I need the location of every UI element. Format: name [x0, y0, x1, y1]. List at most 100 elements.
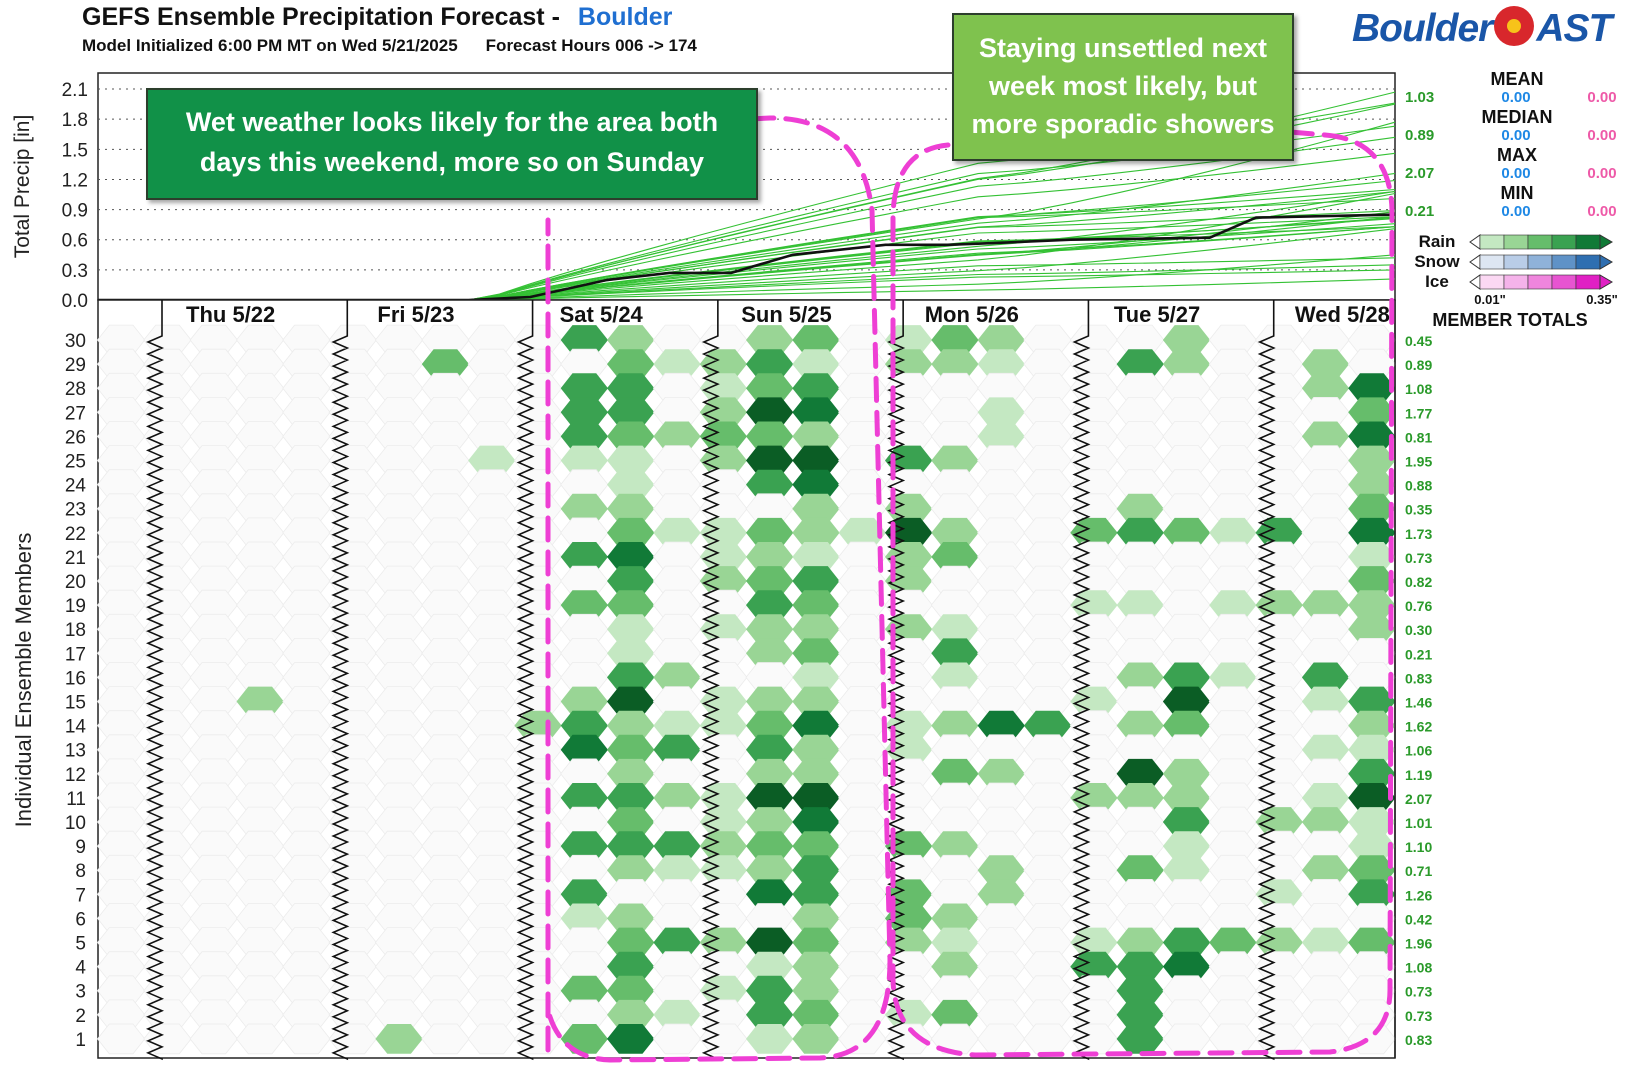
heatmap-cell — [792, 879, 840, 910]
logo-text-right: AST — [1536, 7, 1612, 50]
heatmap-cell — [746, 566, 794, 596]
heatmap-cell — [792, 614, 840, 645]
heatmap-cell — [1348, 566, 1396, 596]
heatmap-cell — [1301, 662, 1350, 693]
forecast-hours: Forecast Hours 006 -> 174 — [485, 36, 697, 55]
member-total-value: 0.42 — [1405, 911, 1432, 927]
member-total-value: 0.73 — [1405, 550, 1432, 566]
legend-max-label: 0.35" — [1586, 292, 1617, 307]
member-label: 16 — [65, 668, 86, 689]
heatmap-cell — [607, 542, 655, 572]
legend-arrow-left — [1469, 274, 1481, 290]
heatmap-cell — [746, 614, 794, 645]
heatmap-cell — [653, 517, 701, 548]
y-tick-label: 0.0 — [62, 291, 88, 312]
stat-label: MIN — [1501, 183, 1534, 203]
heatmap-cell — [931, 831, 979, 861]
member-label: 30 — [65, 331, 86, 352]
heatmap-cell — [792, 951, 840, 982]
heatmap-cell — [653, 999, 701, 1030]
stat-value-rain: 0.21 — [1405, 203, 1434, 220]
heatmap-cell — [1348, 469, 1396, 500]
member-trace-line — [98, 226, 1396, 301]
heatmap-cell — [977, 421, 1025, 452]
heatmap-cell — [977, 397, 1025, 428]
member-label: 9 — [75, 837, 86, 858]
heatmap-cell — [1348, 397, 1396, 428]
heatmap-cell — [1301, 783, 1350, 813]
member-label: 26 — [65, 427, 86, 448]
day-separator — [1257, 300, 1276, 1061]
heatmap-cell — [977, 349, 1025, 379]
heatmap-cell — [560, 686, 608, 717]
heatmap-cell — [560, 783, 608, 813]
member-label: 17 — [65, 644, 86, 665]
heatmap-cell — [746, 999, 794, 1030]
heatmap-cell — [931, 638, 979, 669]
stat-value-rain: 1.03 — [1405, 89, 1434, 106]
heatmap-cell — [792, 710, 840, 741]
heatmap-cell — [1209, 590, 1257, 620]
member-label: 10 — [65, 813, 86, 834]
member-trace-line — [98, 278, 1396, 301]
heatmap-cell — [1116, 783, 1164, 813]
member-total-value: 0.83 — [1405, 670, 1432, 686]
heatmap-cell — [560, 734, 608, 765]
member-trace-line — [98, 257, 1396, 301]
callout-line: Wet weather looks likely for the area bo… — [185, 107, 719, 137]
heatmap-cell — [607, 831, 655, 861]
heatmap-cell — [1116, 662, 1164, 693]
member-total-value: 1.08 — [1405, 960, 1432, 976]
legend-swatch — [1551, 234, 1577, 250]
member-totals-title: MEMBER TOTALS — [1432, 310, 1587, 330]
legend-swatch — [1503, 274, 1529, 290]
next-week-dashed-outline — [890, 129, 1395, 1058]
member-total-value: 0.21 — [1405, 646, 1432, 662]
heatmap-cell — [1348, 517, 1396, 548]
heatmap-cell — [1348, 445, 1396, 476]
heatmap-cell — [1162, 325, 1211, 355]
day-label: Sat 5/24 — [560, 302, 644, 327]
member-label: 13 — [65, 741, 86, 762]
day-label: Tue 5/27 — [1114, 302, 1200, 327]
heatmap-cell — [1348, 686, 1396, 717]
heatmap-cell — [607, 397, 655, 428]
heatmap-cell — [1162, 855, 1211, 886]
heatmap-cell — [607, 566, 655, 596]
heatmap-cell — [1162, 710, 1211, 741]
chart-title: GEFS Ensemble Precipitation Forecast - Bo… — [82, 3, 672, 32]
heatmap-cell — [1348, 831, 1396, 861]
heatmap-cell — [931, 349, 979, 379]
legend-arrow-right — [1599, 274, 1613, 290]
heatmap-cell — [1348, 927, 1396, 958]
heatmap-cell — [792, 542, 840, 572]
heatmap-cell — [1301, 734, 1350, 765]
heatmap-cell — [746, 783, 794, 813]
callout-line: Staying unsettled next — [978, 33, 1268, 63]
heatmap-cell — [746, 951, 794, 982]
heatmap-cell — [1162, 831, 1211, 861]
annotation-overlays — [545, 115, 1395, 1063]
heatmap-cell — [792, 999, 840, 1030]
heatmap-cell — [607, 975, 655, 1006]
day-label: Fri 5/23 — [377, 302, 454, 327]
heatmap-cell — [746, 734, 794, 765]
callout-line: week most likely, but — [988, 71, 1258, 101]
member-total-value: 1.77 — [1405, 405, 1432, 421]
member-label: 22 — [65, 524, 86, 545]
member-label: 11 — [66, 789, 86, 810]
member-total-value: 0.82 — [1405, 574, 1432, 590]
heatmap-cell — [792, 662, 840, 693]
heatmap-cell — [746, 638, 794, 669]
heatmap-cell — [1116, 1024, 1164, 1054]
heatmap-cell — [1116, 517, 1164, 548]
member-total-value: 0.81 — [1405, 429, 1432, 445]
stat-value-ice: 0.00 — [1587, 165, 1616, 182]
day-separator — [331, 300, 350, 1061]
heatmap-cell — [792, 590, 840, 620]
legend-arrow-right — [1599, 234, 1613, 250]
heatmap-cell — [931, 662, 979, 693]
heatmap-cell — [1348, 542, 1396, 572]
heatmap-cell — [560, 710, 608, 741]
